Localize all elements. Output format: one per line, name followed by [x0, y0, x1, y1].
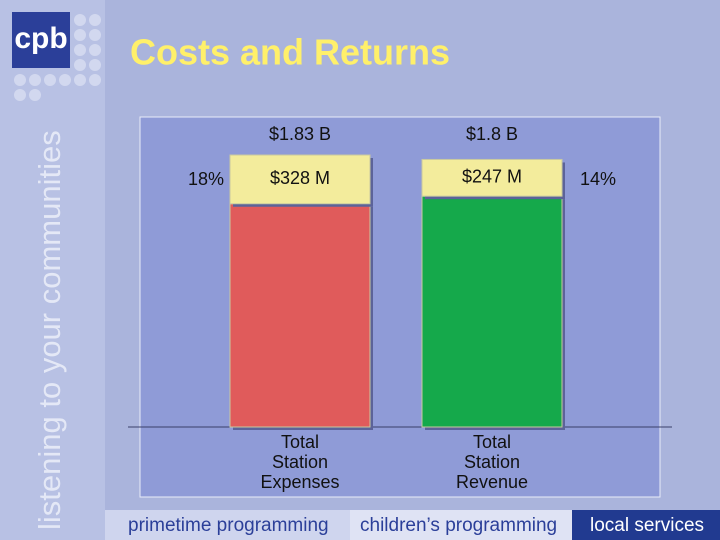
footer-label: children’s programming: [360, 515, 557, 536]
footer-tab: [105, 510, 350, 540]
bar-segment: [229, 154, 371, 205]
share-label: 14%: [580, 169, 616, 189]
logo-box: [12, 12, 70, 68]
logo-dots: [14, 14, 101, 101]
chart-title: Costs and Returns: [130, 32, 450, 73]
segment-label: $328 M: [270, 168, 330, 188]
category-label: Total Station Expenses: [260, 432, 340, 492]
bar-segment: [421, 195, 563, 428]
plot-area: [139, 116, 661, 498]
footer-tab: [350, 510, 572, 540]
segment-label: $247 M: [462, 167, 522, 187]
category-label: Total Station Revenue: [455, 432, 529, 492]
total-label: $1.8 B: [466, 124, 518, 144]
share-label: 18%: [188, 169, 224, 189]
bar-segment: [229, 203, 371, 428]
bar-segment: [421, 158, 563, 197]
footer-label: primetime programming: [128, 515, 329, 536]
logo: cpb: [14, 22, 67, 55]
tagline: listening to your communities: [32, 130, 67, 530]
footer-label: local services: [590, 515, 704, 536]
footer-tab: [572, 510, 720, 540]
total-label: $1.83 B: [269, 124, 331, 144]
